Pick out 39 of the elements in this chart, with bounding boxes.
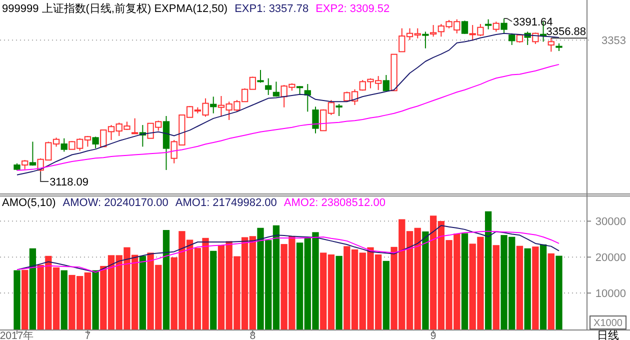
bar [461, 233, 468, 330]
x-tick-label: 8 [250, 330, 256, 340]
text: 3118.09 [50, 176, 89, 188]
x-tick-label: 9 [430, 330, 436, 340]
chart-title: AMO(5,10) [2, 197, 56, 209]
bar [336, 256, 342, 330]
bar [382, 260, 390, 330]
y-tick-label: 30000 [595, 216, 626, 228]
bar [22, 270, 28, 330]
bar [516, 246, 524, 330]
bar [139, 256, 146, 330]
y-tick-label: 10000 [595, 288, 626, 300]
bar [492, 245, 500, 330]
bar [548, 253, 554, 330]
ref-line-label: 3353 [602, 35, 626, 48]
bar [162, 230, 170, 330]
bar [532, 246, 539, 330]
bar [14, 270, 20, 330]
text: EXP2: 3309.52 [316, 3, 390, 15]
bar [60, 270, 68, 330]
text: EXP1: 3357.78 [234, 3, 309, 15]
bar [422, 231, 429, 330]
bar [540, 244, 547, 330]
x-tick-label: 7 [84, 330, 91, 340]
text: AMO2: 23808512.00 [284, 197, 386, 209]
bar [29, 248, 36, 330]
chart-subtitle: AMOW: 20240170.00 [62, 197, 168, 209]
y-tick-label: 20000 [595, 252, 626, 264]
text: AMO1: 21749982.00 [175, 197, 277, 209]
bar [524, 248, 531, 330]
bar [556, 256, 562, 330]
x-tick-label: 2017年 [0, 330, 34, 340]
annotation: 3391.64 [513, 16, 553, 28]
bar [210, 250, 217, 330]
annotation: 3356.88 [546, 26, 586, 38]
chart-title: 999999 上证指数(日线,前复权) EXPMA(12,50) [2, 2, 228, 15]
bar [484, 211, 492, 330]
y-axis-title: X1000 [594, 318, 623, 329]
bar [92, 270, 99, 330]
